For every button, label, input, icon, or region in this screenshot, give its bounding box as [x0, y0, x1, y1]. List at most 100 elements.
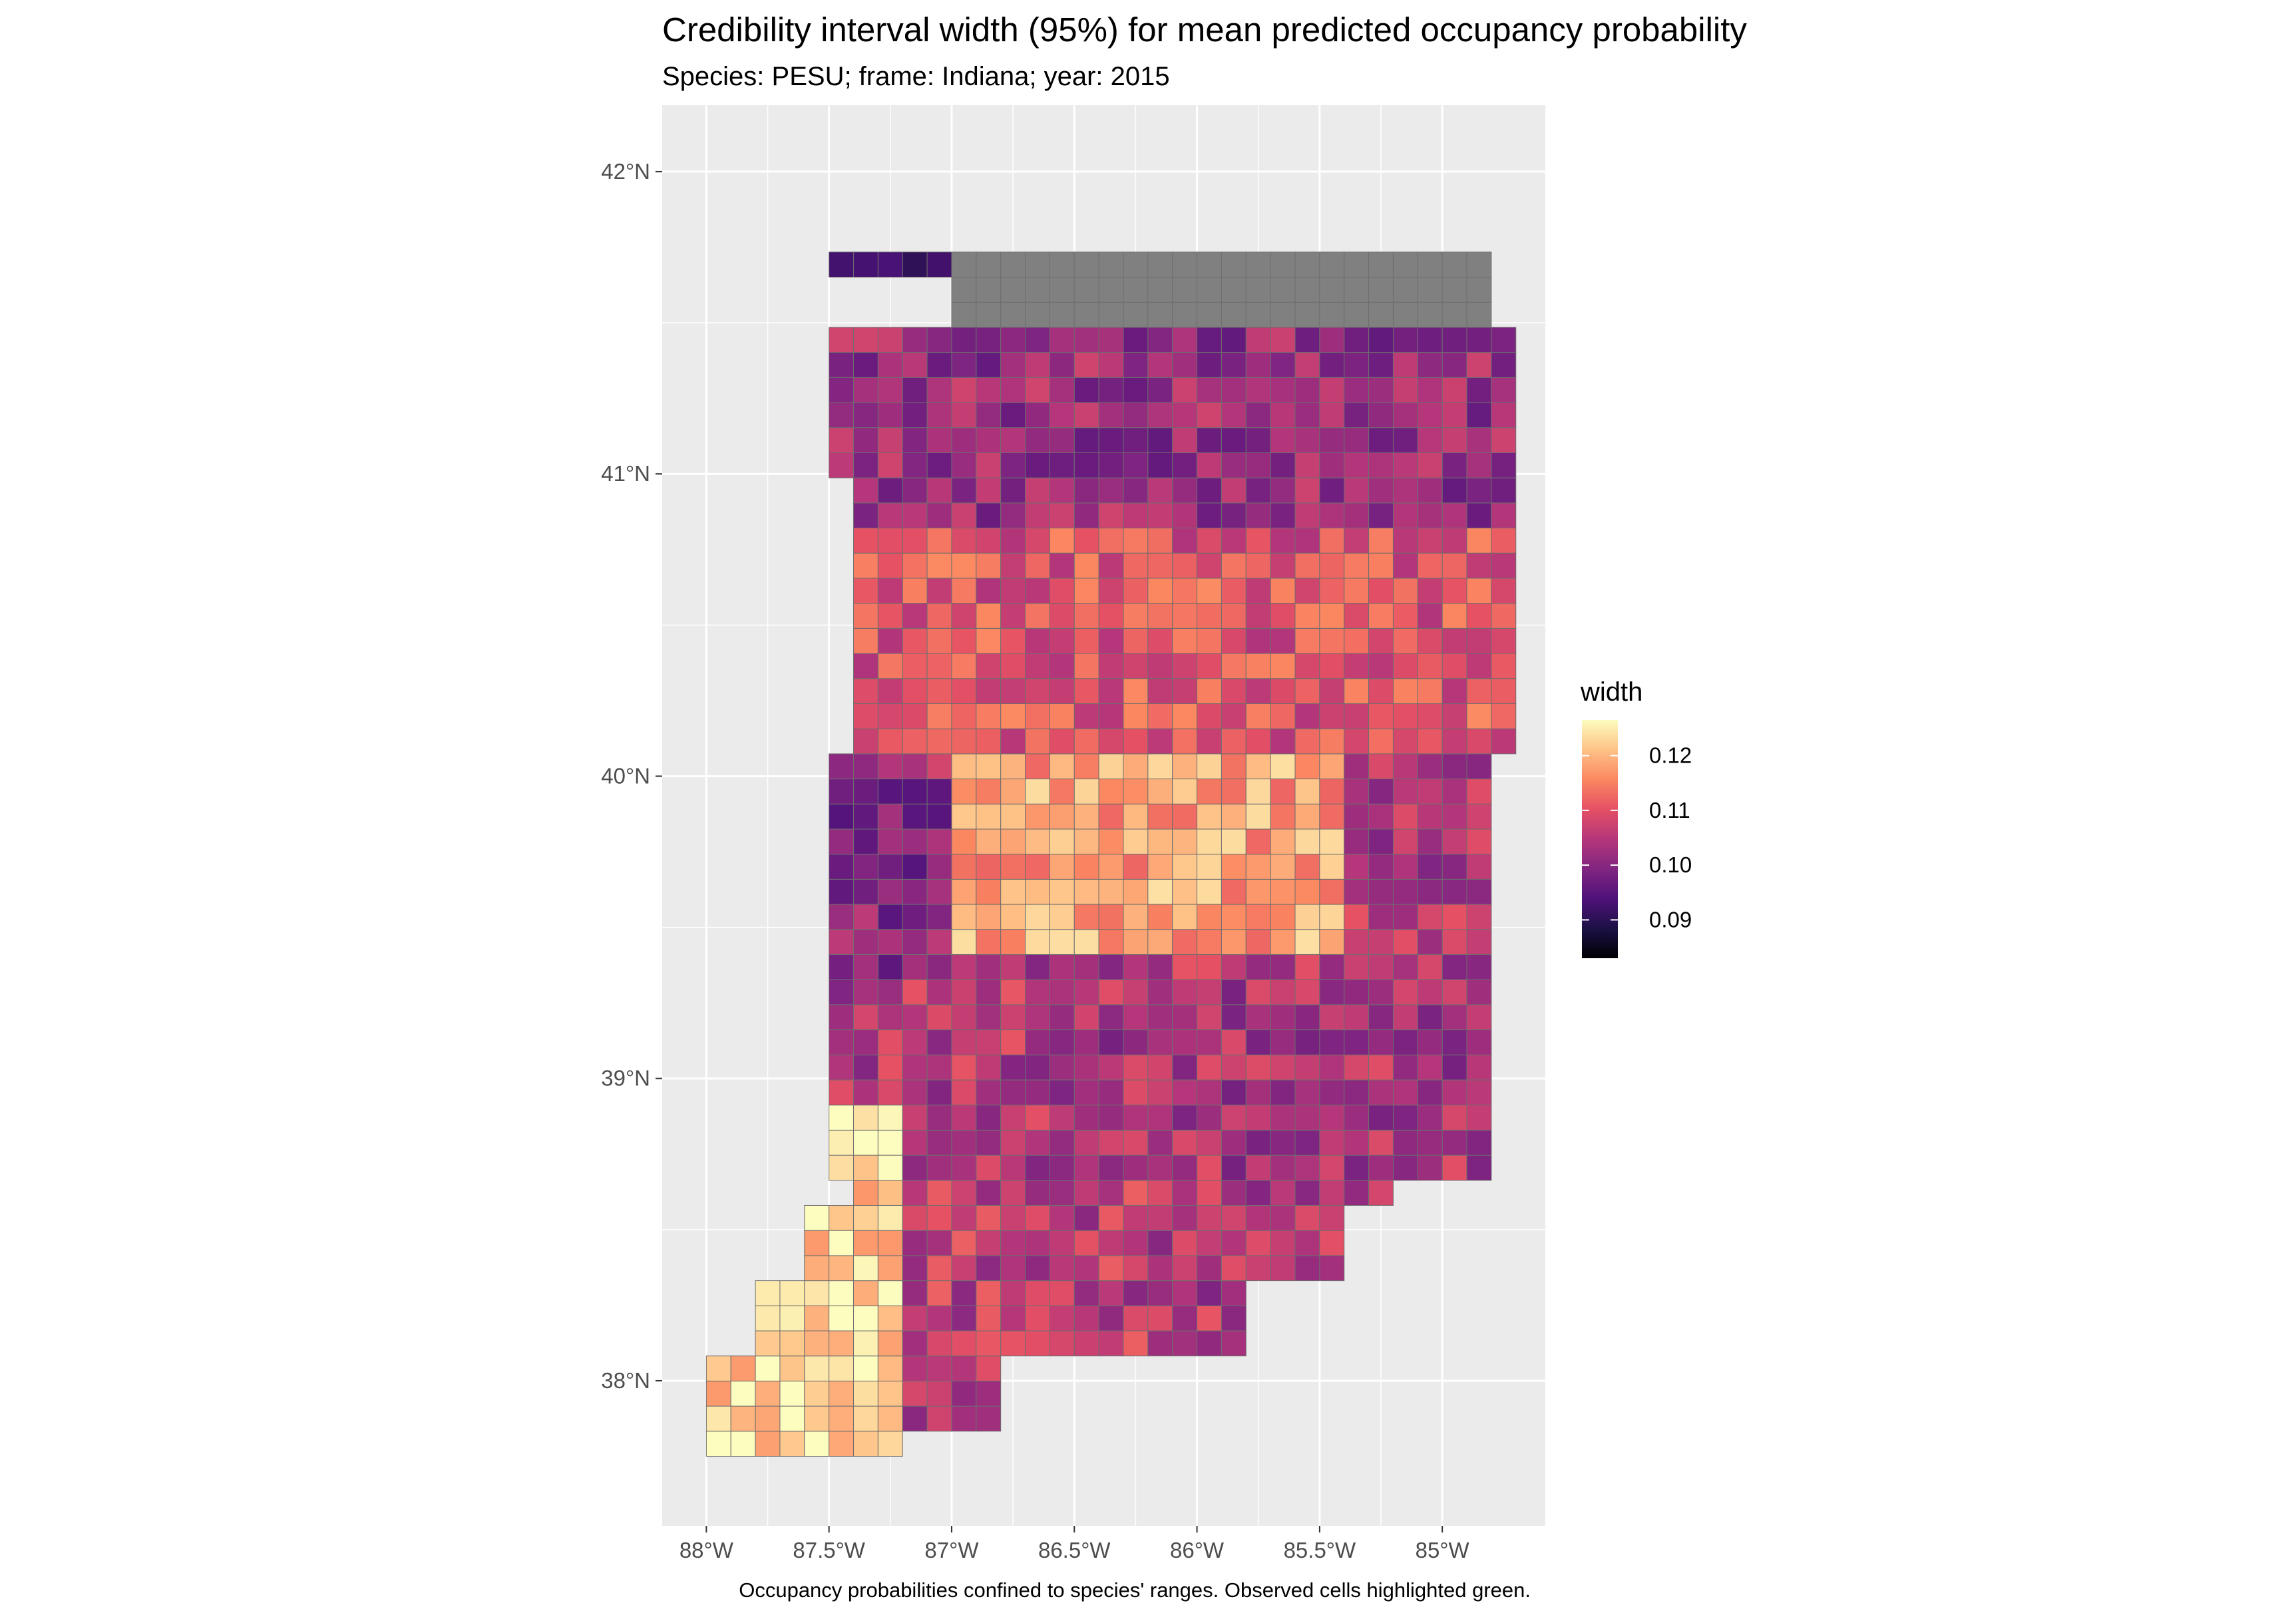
grid-cell: [853, 1431, 878, 1457]
grid-cell: [1344, 427, 1370, 453]
x-tick-label: 85°W: [1416, 1538, 1470, 1562]
grid-cell: [1073, 728, 1099, 755]
grid-cell: [779, 1355, 805, 1381]
grid-cell: [1123, 377, 1149, 403]
grid-cell: [1294, 1230, 1320, 1256]
grid-cell: [829, 753, 855, 780]
grid-cell: [1073, 352, 1099, 378]
grid-cell: [951, 1180, 977, 1206]
grid-cell: [951, 1355, 977, 1381]
grid-cell: [1221, 878, 1246, 905]
grid-cell: [853, 929, 878, 955]
grid-cell: [1368, 477, 1394, 504]
grid-cell: [1025, 477, 1050, 504]
grid-cell: [1417, 653, 1443, 679]
grid-cell: [1441, 854, 1467, 880]
grid-cell: [1319, 352, 1345, 378]
grid-cell: [1466, 1004, 1492, 1031]
grid-cell: [951, 352, 977, 378]
grid-cell: [779, 1280, 805, 1306]
grid-cell: [1294, 301, 1320, 328]
grid-cell: [976, 803, 1002, 830]
grid-cell: [1441, 402, 1467, 429]
grid-cell: [902, 603, 928, 629]
grid-cell: [1049, 979, 1075, 1005]
grid-cell: [1344, 552, 1370, 579]
map-panel: [662, 105, 1545, 1526]
grid-cell: [1344, 1079, 1370, 1106]
grid-cell: [1294, 828, 1320, 855]
grid-cell: [1025, 653, 1050, 679]
grid-cell: [853, 578, 878, 604]
grid-cell: [1441, 628, 1467, 654]
grid-cell: [1123, 1255, 1149, 1282]
grid-cell: [1368, 1079, 1394, 1106]
grid-cell: [804, 1380, 830, 1407]
grid-cell: [926, 1330, 952, 1357]
grid-cell: [1172, 653, 1198, 679]
grid-cell: [1098, 753, 1124, 780]
grid-cell: [1073, 1204, 1099, 1231]
grid-cell: [1221, 728, 1246, 755]
grid-cell: [1098, 502, 1124, 529]
grid-cell: [951, 528, 977, 554]
grid-cell: [1147, 352, 1173, 378]
grid-cell: [1245, 1029, 1271, 1055]
grid-cell: [1270, 803, 1296, 830]
grid-cell: [902, 377, 928, 403]
grid-cell: [1368, 1155, 1394, 1181]
grid-cell: [1073, 327, 1099, 353]
grid-cell: [951, 301, 977, 328]
grid-cell: [1221, 1105, 1246, 1131]
grid-cell: [877, 578, 903, 604]
grid-cell: [902, 1380, 928, 1407]
grid-cell: [1221, 803, 1246, 830]
grid-cell: [1270, 1180, 1296, 1206]
grid-cell: [1025, 502, 1050, 529]
grid-cell: [1441, 779, 1467, 805]
grid-cell: [1049, 1255, 1075, 1282]
grid-cell: [1025, 1280, 1050, 1306]
grid-cell: [1441, 728, 1467, 755]
grid-cell: [951, 803, 977, 830]
grid-cell: [1294, 1204, 1320, 1231]
grid-cell: [951, 828, 977, 855]
grid-cell: [1025, 779, 1050, 805]
grid-cell: [1073, 753, 1099, 780]
grid-cell: [1197, 854, 1222, 880]
grid-cell: [1073, 1255, 1099, 1282]
grid-cell: [1417, 703, 1443, 729]
grid-cell: [1368, 854, 1394, 880]
grid-cell: [829, 1355, 855, 1381]
grid-cell: [1172, 1255, 1198, 1282]
grid-cell: [976, 1079, 1002, 1106]
grid-cell: [829, 1004, 855, 1031]
grid-cell: [1049, 653, 1075, 679]
grid-cell: [1417, 954, 1443, 980]
grid-cell: [1319, 402, 1345, 429]
grid-cell: [1441, 528, 1467, 554]
grid-cell: [853, 1079, 878, 1106]
grid-cell: [1294, 803, 1320, 830]
grid-cell: [902, 703, 928, 729]
grid-cell: [1294, 377, 1320, 403]
grid-cell: [853, 377, 878, 403]
grid-cell: [1392, 904, 1418, 930]
grid-cell: [951, 779, 977, 805]
grid-cell: [1245, 954, 1271, 980]
grid-cell: [951, 728, 977, 755]
grid-cell: [1123, 1204, 1149, 1231]
grid-cell: [1049, 878, 1075, 905]
grid-cell: [1025, 603, 1050, 629]
grid-cell: [1172, 502, 1198, 529]
grid-cell: [1466, 452, 1492, 478]
grid-cell: [1172, 452, 1198, 478]
grid-cell: [1123, 878, 1149, 905]
grid-cell: [853, 854, 878, 880]
grid-cell: [1294, 678, 1320, 704]
grid-cell: [1025, 628, 1050, 654]
grid-cell: [926, 779, 952, 805]
grid-cell: [1294, 1129, 1320, 1156]
grid-cell: [853, 728, 878, 755]
grid-cell: [926, 377, 952, 403]
